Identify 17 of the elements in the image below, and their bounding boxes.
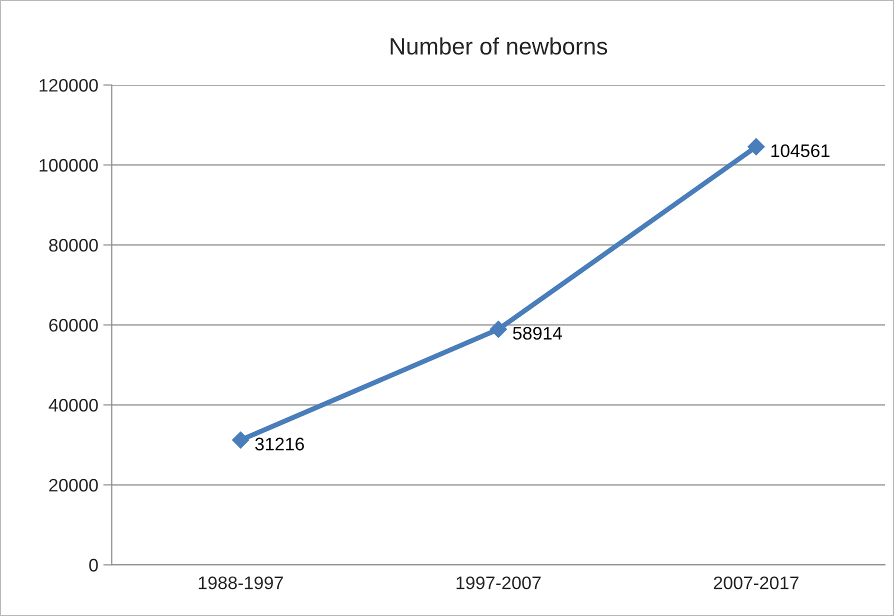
chart-title: Number of newborns <box>390 37 608 55</box>
y-tick-label: 80000 <box>49 238 98 252</box>
point <box>490 320 507 338</box>
data-label: 104561 <box>771 144 830 158</box>
point <box>232 431 250 449</box>
x-tick-label: 1988-1997 <box>198 576 283 590</box>
y-tick-label: 120000 <box>40 78 98 92</box>
y-tick-label: 100000 <box>40 158 98 172</box>
x-tick-label: 1997-2007 <box>456 576 541 590</box>
y-tick-label: 20000 <box>49 478 98 492</box>
data-label: 31216 <box>255 438 304 450</box>
y-tick-label: 60000 <box>49 318 98 332</box>
data-label: 58914 <box>513 326 562 340</box>
point <box>748 138 765 156</box>
x-tick-label: 2007-2017 <box>714 576 798 590</box>
y-tick-label: 40000 <box>48 398 98 412</box>
y-tick-label: 0 <box>89 558 98 572</box>
